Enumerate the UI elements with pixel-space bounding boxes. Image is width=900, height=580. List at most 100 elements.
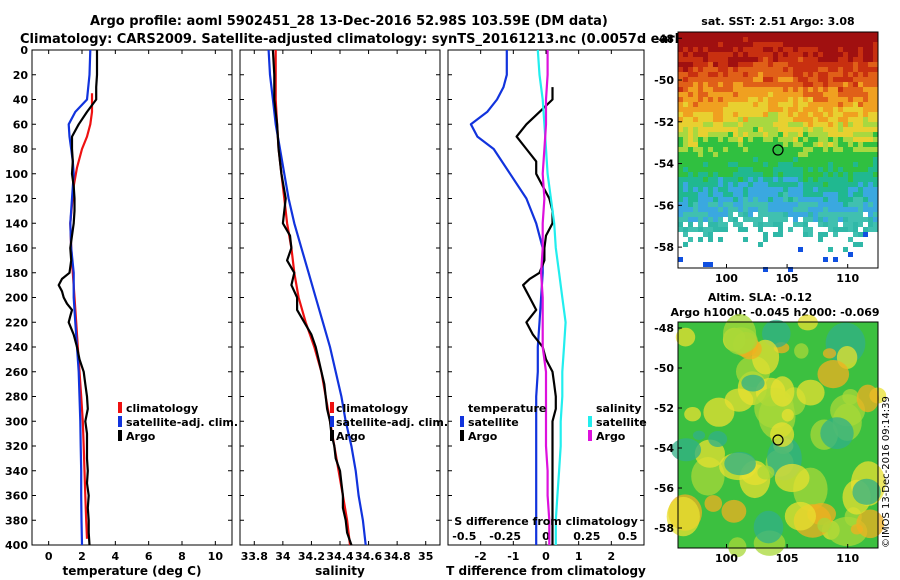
sst-cell: [688, 252, 693, 257]
sst-cell: [853, 87, 858, 92]
sst-cell: [828, 92, 833, 97]
legend-swatch-t-argo: [460, 430, 464, 441]
sst-cell: [723, 177, 728, 182]
sst-cell: [748, 177, 753, 182]
sst-cell: [818, 192, 823, 197]
sst-cell: [768, 162, 773, 167]
sst-cell: [743, 257, 748, 262]
sst-cell: [853, 37, 858, 42]
sst-cell: [853, 67, 858, 72]
x-tick-label: 34.6: [355, 550, 382, 563]
sst-cell: [698, 52, 703, 57]
map-y-tick-label: -50: [654, 74, 674, 87]
sst-cell: [688, 57, 693, 62]
sst-cell: [768, 57, 773, 62]
sst-cell: [783, 162, 788, 167]
sst-cell: [763, 207, 768, 212]
sst-cell: [798, 167, 803, 172]
sst-cell: [873, 37, 878, 42]
sst-cell: [698, 102, 703, 107]
sst-cell: [833, 97, 838, 102]
sst-cell: [798, 42, 803, 47]
sst-cell: [823, 227, 828, 232]
sst-cell: [858, 107, 863, 112]
sst-cell: [793, 37, 798, 42]
sst-cell: [873, 127, 878, 132]
sst-cell: [678, 92, 683, 97]
sst-cell: [773, 262, 778, 267]
x-tick-label: 33.8: [241, 550, 268, 563]
sst-cell: [718, 222, 723, 227]
sst-cell: [708, 147, 713, 152]
sst-cell: [838, 122, 843, 127]
sst-cell: [808, 57, 813, 62]
sst-cell: [868, 267, 873, 272]
sst-cell: [738, 127, 743, 132]
sst-cell: [823, 92, 828, 97]
sst-cell: [868, 217, 873, 222]
sst-cell: [843, 132, 848, 137]
sst-cell: [833, 52, 838, 57]
sst-cell: [858, 57, 863, 62]
sst-cell: [683, 77, 688, 82]
sst-cell: [813, 197, 818, 202]
sst-cell: [853, 172, 858, 177]
sst-cell: [818, 92, 823, 97]
sst-cell: [868, 137, 873, 142]
legend-salinity-title: salinity: [596, 402, 642, 415]
depth-tick-label: 0: [20, 44, 28, 57]
sst-cell: [733, 92, 738, 97]
sst-cell: [708, 112, 713, 117]
sst-cell: [783, 142, 788, 147]
sst-cell: [863, 32, 868, 37]
sst-cell: [718, 67, 723, 72]
sst-cell: [733, 167, 738, 172]
sst-cell: [798, 182, 803, 187]
sst-cell: [843, 212, 848, 217]
sst-cell: [683, 102, 688, 107]
sst-cell: [873, 257, 878, 262]
sla-blob: [741, 374, 765, 392]
sst-cell: [873, 97, 878, 102]
sst-cell: [833, 37, 838, 42]
sst-cell: [748, 62, 753, 67]
sst-cell: [758, 262, 763, 267]
series-line-s-argo: [539, 50, 551, 545]
sst-cell: [688, 182, 693, 187]
sst-cell: [838, 72, 843, 77]
sst-cell: [713, 127, 718, 132]
sst-cell: [728, 247, 733, 252]
sst-cell: [803, 232, 808, 237]
sst-cell: [738, 202, 743, 207]
sst-cell: [773, 112, 778, 117]
sst-cell: [848, 142, 853, 147]
sst-cell: [718, 252, 723, 257]
sst-cell: [788, 212, 793, 217]
sst-cell: [678, 202, 683, 207]
sst-cell: [698, 107, 703, 112]
sst-cell: [698, 37, 703, 42]
sst-cell: [863, 207, 868, 212]
sst-cell: [833, 257, 838, 262]
sst-cell: [873, 167, 878, 172]
sst-cell: [723, 157, 728, 162]
sst-cell: [708, 87, 713, 92]
sst-cell: [798, 242, 803, 247]
sst-cell: [823, 87, 828, 92]
sst-cell: [683, 157, 688, 162]
sst-cell: [738, 222, 743, 227]
argo-location-marker: [772, 144, 784, 156]
sst-cell: [678, 192, 683, 197]
sst-cell: [858, 52, 863, 57]
sst-cell: [703, 167, 708, 172]
sst-cell: [778, 87, 783, 92]
sst-cell: [828, 227, 833, 232]
sst-cell: [863, 217, 868, 222]
sst-cell: [733, 122, 738, 127]
sst-cell: [693, 252, 698, 257]
sst-cell: [703, 42, 708, 47]
sst-cell: [813, 77, 818, 82]
sst-cell: [788, 52, 793, 57]
sst-cell: [868, 152, 873, 157]
sst-cell: [688, 62, 693, 67]
